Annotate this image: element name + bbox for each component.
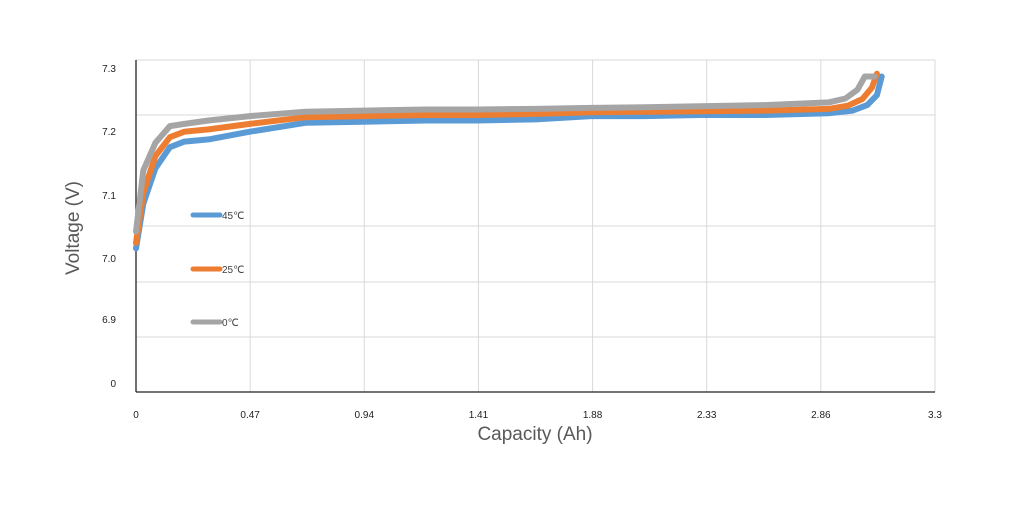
series-line-1 (133, 70, 880, 246)
x-tick-label: 0.94 (355, 410, 375, 421)
y-tick-label: 7.2 (102, 127, 116, 138)
legend: 45℃ 25℃ 0℃ (190, 211, 244, 329)
x-tick-label: 2.33 (697, 410, 717, 421)
series-line-0 (133, 73, 885, 252)
y-tick-label: 7.3 (102, 64, 116, 75)
x-tick-label: 0.47 (240, 410, 260, 421)
legend-label: 45℃ (222, 211, 244, 222)
y-tick-label: 7.0 (102, 254, 116, 265)
series-line-2 (133, 73, 878, 235)
x-tick-label: 3.3 (928, 410, 942, 421)
y-axis-title: Voltage (V) (63, 181, 84, 275)
x-tick-label: 1.41 (469, 410, 489, 421)
y-tick-label: 6.9 (102, 315, 116, 326)
series (133, 70, 885, 252)
y-tick-label: 0 (110, 379, 116, 390)
legend-label: 25℃ (222, 265, 244, 276)
x-tick-label: 2.86 (811, 410, 831, 421)
x-tick-label: 0 (133, 410, 139, 421)
y-tick-label: 7.1 (102, 191, 116, 202)
x-axis-title: Capacity (Ah) (477, 424, 592, 445)
x-tick-label: 1.88 (583, 410, 603, 421)
legend-label: 0℃ (222, 318, 239, 329)
